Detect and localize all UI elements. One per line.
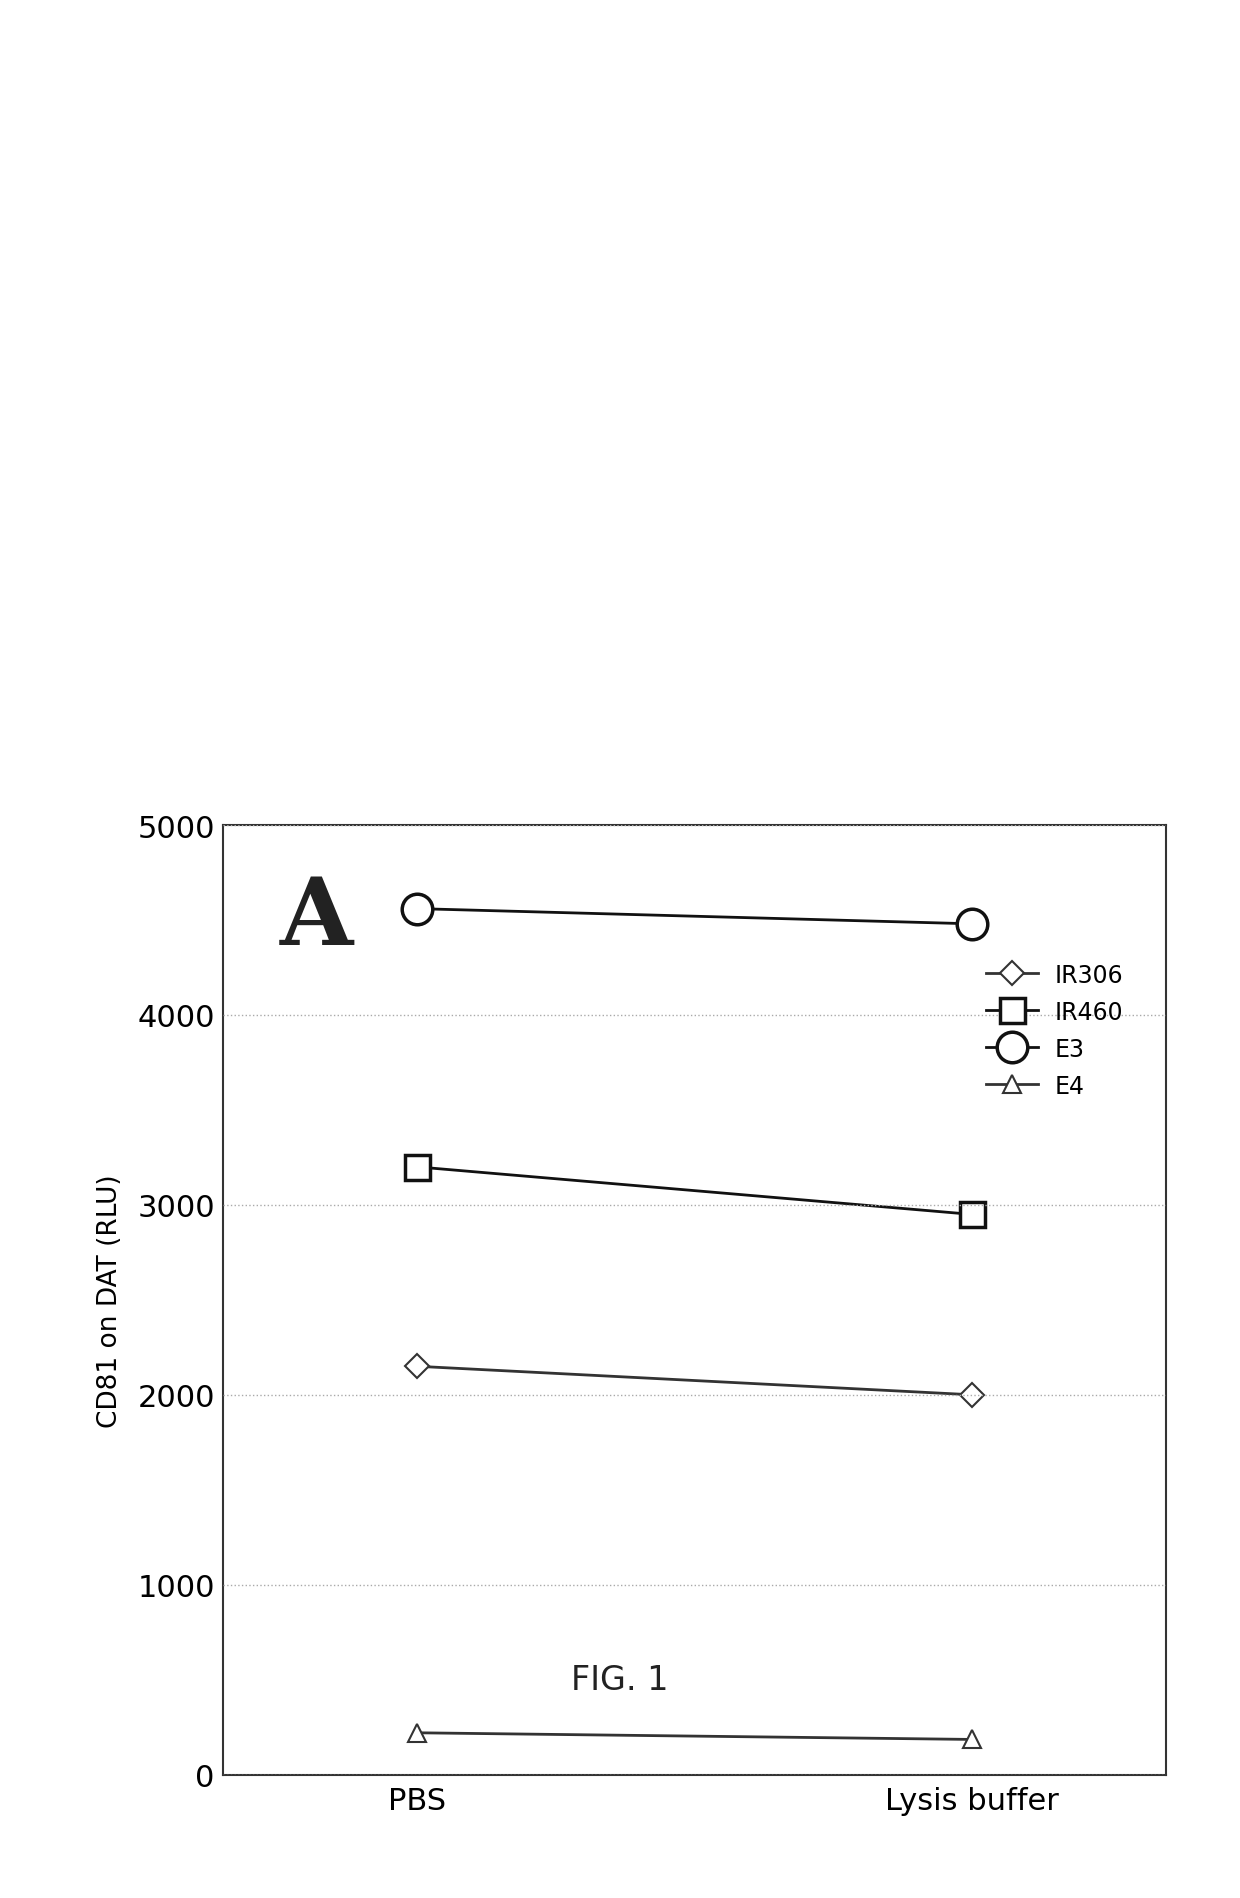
Line: E3: E3 bbox=[402, 894, 987, 940]
Y-axis label: CD81 on DAT (RLU): CD81 on DAT (RLU) bbox=[98, 1173, 123, 1427]
Line: E4: E4 bbox=[408, 1723, 981, 1748]
Legend: IR306, IR460, E3, E4: IR306, IR460, E3, E4 bbox=[975, 951, 1135, 1110]
Line: IR306: IR306 bbox=[409, 1359, 980, 1403]
Text: A: A bbox=[280, 873, 353, 962]
E4 bbox=[409, 1721, 424, 1744]
IR306 bbox=[409, 1355, 424, 1378]
Text: FIG. 1: FIG. 1 bbox=[572, 1663, 668, 1697]
Line: IR460: IR460 bbox=[404, 1154, 985, 1228]
E3 bbox=[409, 898, 424, 921]
IR460 bbox=[409, 1156, 424, 1179]
E3 bbox=[965, 913, 980, 936]
E4 bbox=[965, 1727, 980, 1750]
IR306 bbox=[965, 1384, 980, 1406]
IR460 bbox=[965, 1203, 980, 1226]
